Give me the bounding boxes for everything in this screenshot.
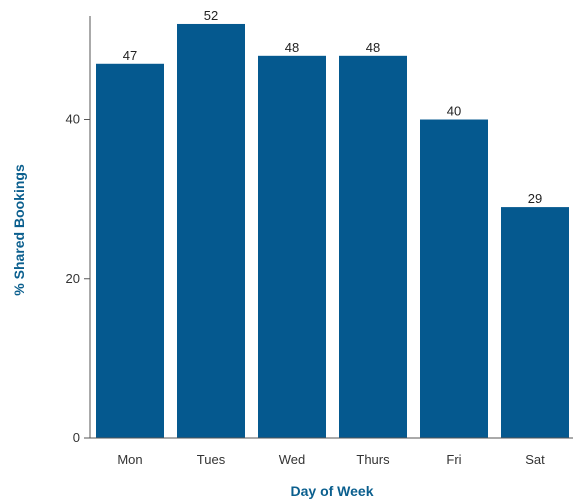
x-tick-label-tues: Tues	[197, 452, 226, 467]
x-tick-label-thurs: Thurs	[356, 452, 390, 467]
x-axis-title: Day of Week	[291, 483, 374, 499]
data-label-thurs: 48	[366, 40, 380, 55]
data-label-fri: 40	[447, 104, 461, 119]
x-ticks-group: Mon Tues Wed Thurs Fri Sat	[117, 452, 545, 467]
bar-fri	[420, 119, 488, 439]
y-tick-label-0: 0	[73, 430, 80, 445]
data-label-mon: 47	[123, 48, 137, 63]
bar-sat	[501, 207, 569, 438]
data-label-tues: 52	[204, 8, 218, 23]
y-ticks-group: 0 20 40	[66, 112, 90, 445]
x-tick-label-wed: Wed	[279, 452, 306, 467]
bar-tues	[177, 23, 245, 438]
y-axis-title: % Shared Bookings	[11, 164, 27, 296]
x-tick-label-mon: Mon	[117, 452, 142, 467]
x-tick-label-fri: Fri	[446, 452, 461, 467]
bar-thurs	[339, 55, 407, 439]
bar-wed	[258, 55, 326, 439]
x-tick-label-sat: Sat	[525, 452, 545, 467]
data-label-sat: 29	[528, 191, 542, 206]
y-tick-label-40: 40	[66, 112, 80, 127]
y-tick-label-20: 20	[66, 271, 80, 286]
data-labels-group: 47 52 48 48 40 29	[123, 8, 542, 206]
bar-mon	[96, 63, 164, 438]
bars-group	[96, 23, 569, 439]
data-label-wed: 48	[285, 40, 299, 55]
